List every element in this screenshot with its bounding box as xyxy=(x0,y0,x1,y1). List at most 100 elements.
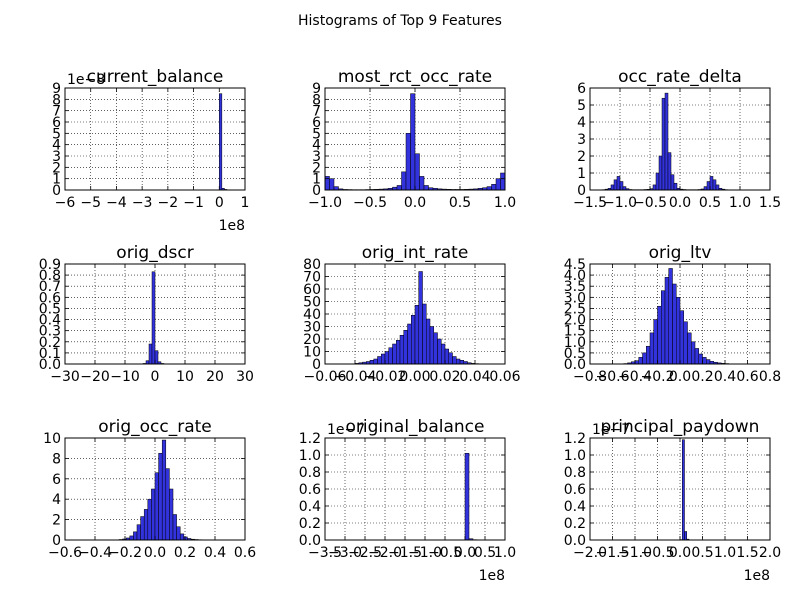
histogram-bar xyxy=(706,359,711,365)
y-tick-label: 30 xyxy=(303,320,321,336)
x-tick-label: −0.2 xyxy=(108,545,142,561)
histogram-bar xyxy=(622,186,627,191)
y-tick-label: 0.0 xyxy=(39,357,61,373)
panel-title: current_balance xyxy=(87,67,224,87)
y-tick-label: 4 xyxy=(312,138,321,154)
histogram-bar xyxy=(133,531,138,541)
panel-title: principal_paydown xyxy=(601,417,760,437)
x-tick-label: −3.0 xyxy=(328,545,362,561)
x-tick-label: −10 xyxy=(110,369,140,385)
histogram-bar xyxy=(148,343,153,365)
y-tick-label: 0.0 xyxy=(564,533,586,549)
histogram-bar xyxy=(703,186,708,191)
y-tick-label: 1 xyxy=(52,172,61,188)
y-tick-label: 0 xyxy=(52,183,61,199)
x-tick-label: −0.8 xyxy=(573,369,607,385)
y-tick-label: 0.4 xyxy=(39,313,61,329)
histogram-bar xyxy=(638,357,643,365)
histogram-bar xyxy=(664,92,669,191)
y-offset-label: 1e−8 xyxy=(67,72,105,88)
y-tick-label: 8 xyxy=(52,451,61,467)
y-tick-label: 60 xyxy=(303,282,321,298)
panel-title: orig_ltv xyxy=(649,243,712,263)
histogram-bar xyxy=(151,488,156,541)
histogram-bar xyxy=(377,356,382,365)
histogram-bar xyxy=(684,531,687,541)
x-tick-label: −30 xyxy=(50,369,80,385)
histogram-bar xyxy=(392,343,397,365)
histogram-bar xyxy=(419,176,425,191)
y-tick-label: 0.8 xyxy=(564,465,586,481)
histogram-bar xyxy=(682,439,685,541)
y-tick-label: 9 xyxy=(312,81,321,97)
x-tick-label: 0.5 xyxy=(474,545,496,561)
histogram-bar xyxy=(619,181,624,191)
histogram-bar xyxy=(709,176,714,191)
histogram-bar xyxy=(702,357,707,365)
y-tick-label: 10 xyxy=(303,345,321,361)
x-tick-label: −1 xyxy=(183,195,204,211)
y-tick-label: 0.6 xyxy=(299,482,321,498)
x-tick-label: −1.5 xyxy=(596,545,630,561)
y-tick-label: 0.5 xyxy=(39,301,61,317)
panel-title: orig_int_rate xyxy=(362,243,469,263)
x-tick-label: −0.6 xyxy=(596,369,630,385)
panel-title: orig_dscr xyxy=(116,243,193,263)
histogram-bar xyxy=(679,310,684,365)
y-tick-label: 40 xyxy=(303,307,321,323)
y-tick-label: 0.2 xyxy=(39,335,61,351)
histogram-bar xyxy=(649,332,654,365)
y-tick-label: 4.0 xyxy=(564,268,586,284)
histogram-bar xyxy=(219,93,223,191)
x-tick-label: −1.0 xyxy=(408,545,442,561)
x-tick-label: 0.8 xyxy=(759,369,781,385)
histogram-panel: −0.6−0.4−0.2 0.0 0.2 0.4 0.6 0 2 4 6 8 10 orig_occ_… xyxy=(43,417,256,561)
x-tick-label: 0.4 xyxy=(714,369,736,385)
histogram-bar xyxy=(653,319,658,365)
histogram-bar xyxy=(151,271,156,365)
x-tick-label: 0 xyxy=(151,369,160,385)
y-tick-label: 0.6 xyxy=(564,482,586,498)
x-tick-label: 0.0 xyxy=(454,545,476,561)
histogram-bar xyxy=(657,305,662,365)
y-tick-label: 3 xyxy=(577,132,586,148)
y-tick-label: 4 xyxy=(52,138,61,154)
y-tick-label: 0.8 xyxy=(299,465,321,481)
histogram-bar xyxy=(414,153,420,191)
panel-title: occ_rate_delta xyxy=(618,67,742,87)
y-tick-label: 10 xyxy=(43,431,61,447)
y-tick-label: 80 xyxy=(303,257,321,273)
histogram-bar xyxy=(698,353,703,365)
x-tick-label: 0.2 xyxy=(174,545,196,561)
x-tick-label: −20 xyxy=(80,369,110,385)
histogram-bar xyxy=(646,345,651,365)
histogram-bar xyxy=(715,184,720,191)
histogram-bar xyxy=(172,514,177,541)
histogram-bar xyxy=(401,171,407,191)
x-tick-label: 0.0 xyxy=(669,369,691,385)
x-tick-label: −3 xyxy=(132,195,153,211)
x-tick-label: 0.5 xyxy=(699,195,721,211)
panel-title: original_balance xyxy=(346,417,485,437)
histogram-bar xyxy=(444,348,449,365)
y-tick-label: 0.0 xyxy=(564,357,586,373)
histogram-bar xyxy=(414,305,419,365)
y-tick-label: 0.3 xyxy=(39,324,61,340)
y-tick-label: 9 xyxy=(52,81,61,97)
y-tick-label: 0.9 xyxy=(39,257,61,273)
x-tick-label: 0.0 xyxy=(669,195,691,211)
histogram-bar xyxy=(670,174,675,191)
histogram-bar xyxy=(672,283,677,365)
histogram-bar xyxy=(616,176,621,191)
histogram-bar xyxy=(396,340,401,365)
y-tick-label: 2 xyxy=(577,149,586,165)
y-tick-label: 4 xyxy=(577,115,586,131)
x-tick-label: −2 xyxy=(158,195,179,211)
x-tick-label: −1.0 xyxy=(618,545,652,561)
y-tick-label: 0 xyxy=(577,183,586,199)
y-tick-label: 7 xyxy=(312,104,321,120)
y-tick-label: 0.4 xyxy=(299,499,321,515)
x-tick-label: −1.5 xyxy=(573,195,607,211)
y-tick-label: 0 xyxy=(312,357,321,373)
